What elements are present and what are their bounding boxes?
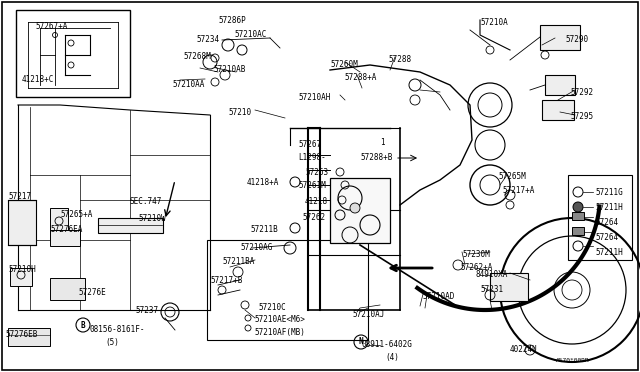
Text: A570*00RR: A570*00RR [556, 358, 589, 363]
Bar [50, 278, 85, 300]
Text: 57210AH: 57210AH [298, 93, 330, 102]
Text: 57211BA: 57211BA [222, 257, 254, 266]
Bar [16, 10, 130, 97]
Text: 57288+A: 57288+A [344, 73, 376, 82]
Text: 57210AJ: 57210AJ [352, 310, 385, 319]
Text: 57217: 57217 [8, 192, 31, 201]
Bar [207, 240, 368, 340]
Text: 57230M: 57230M [462, 250, 490, 259]
Text: 41218+A: 41218+A [247, 178, 280, 187]
Text: 57267: 57267 [298, 140, 321, 149]
Text: L1298-: L1298- [298, 153, 326, 162]
Bar [50, 208, 68, 233]
Text: 57292: 57292 [570, 88, 593, 97]
Text: 57210: 57210 [228, 108, 251, 117]
Bar [545, 75, 575, 95]
Bar [10, 268, 32, 286]
Text: 40224U: 40224U [510, 345, 538, 354]
Text: 57210AF(MB): 57210AF(MB) [254, 328, 305, 337]
Text: 57210AG: 57210AG [240, 243, 273, 252]
Bar [490, 273, 528, 301]
Text: 57262: 57262 [302, 213, 325, 222]
Text: 41218+C: 41218+C [22, 75, 54, 84]
Text: 08911-6402G: 08911-6402G [362, 340, 413, 349]
Text: 57210AA: 57210AA [172, 80, 204, 89]
Bar [572, 227, 584, 235]
Text: 57276E: 57276E [78, 288, 106, 297]
Text: N: N [358, 337, 364, 346]
Text: 57276EB: 57276EB [5, 330, 37, 339]
Text: 57210A: 57210A [480, 18, 508, 27]
Bar [568, 175, 632, 260]
Text: 57265+A: 57265+A [60, 210, 92, 219]
Bar [542, 100, 574, 120]
Circle shape [573, 202, 583, 212]
Bar [330, 178, 390, 243]
Text: 57237: 57237 [135, 306, 158, 315]
Text: 57264: 57264 [595, 218, 618, 227]
Text: 08156-8161F-: 08156-8161F- [90, 325, 145, 334]
Text: (4): (4) [385, 353, 399, 362]
Text: 57210AB: 57210AB [213, 65, 245, 74]
Bar [98, 218, 163, 233]
Text: 84910XA: 84910XA [475, 270, 508, 279]
Text: 57210W: 57210W [138, 214, 166, 223]
Text: 57267+A: 57267+A [35, 22, 67, 31]
Text: 57211B: 57211B [250, 225, 278, 234]
Text: 57286P: 57286P [218, 16, 246, 25]
Text: 57217+B: 57217+B [210, 276, 243, 285]
Bar [8, 328, 50, 346]
Text: 57210AC: 57210AC [234, 30, 266, 39]
Text: 57262+A: 57262+A [460, 263, 492, 272]
Text: 57261M: 57261M [298, 181, 326, 190]
Text: 57288: 57288 [388, 55, 411, 64]
Text: 57210AD: 57210AD [422, 292, 454, 301]
Text: 57264: 57264 [595, 233, 618, 242]
Text: 1: 1 [380, 138, 385, 147]
Text: 41218: 41218 [305, 197, 328, 206]
Circle shape [350, 203, 360, 213]
Text: 57234: 57234 [196, 35, 219, 44]
Bar [50, 230, 80, 246]
Text: 57295: 57295 [570, 112, 593, 121]
Text: 57211H: 57211H [595, 203, 623, 212]
Text: 57260M: 57260M [330, 60, 358, 69]
Text: 57231: 57231 [480, 285, 503, 294]
Text: 57210AE<M6>: 57210AE<M6> [254, 315, 305, 324]
Text: 57276EA: 57276EA [50, 225, 83, 234]
Text: 57211H: 57211H [595, 248, 623, 257]
Text: 57217+A: 57217+A [502, 186, 534, 195]
Text: 57288+B: 57288+B [360, 153, 392, 162]
Text: 57210H: 57210H [8, 265, 36, 274]
Bar [572, 212, 584, 220]
Text: SEC.747: SEC.747 [130, 197, 163, 206]
Text: 57263: 57263 [305, 168, 328, 177]
Bar [540, 25, 580, 50]
Bar [8, 200, 36, 245]
Text: 57265M: 57265M [498, 172, 525, 181]
Text: 57210C: 57210C [258, 303, 285, 312]
Text: B: B [81, 321, 85, 330]
Text: 57268M: 57268M [183, 52, 211, 61]
Text: 57211G: 57211G [595, 188, 623, 197]
Text: (5): (5) [105, 338, 119, 347]
Text: 57290: 57290 [565, 35, 588, 44]
